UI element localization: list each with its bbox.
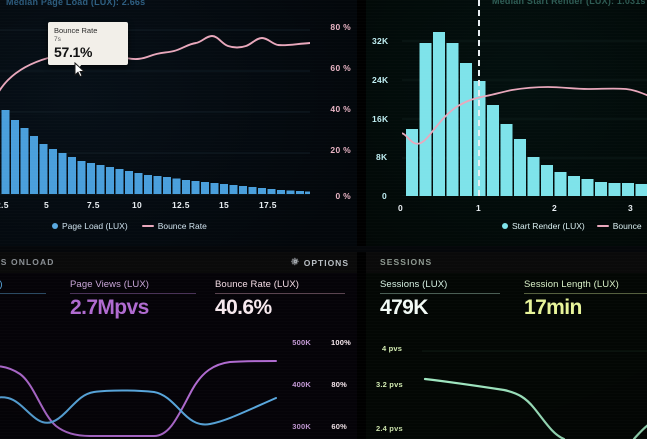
legend-item-page-load[interactable]: Page Load (LUX) bbox=[52, 221, 128, 231]
pageviews-section-header bbox=[0, 252, 357, 273]
pl-ytick-0: 0 % bbox=[335, 191, 351, 201]
pl-xtick-12-5: 12.5 bbox=[172, 200, 190, 210]
legend-label-page-load: Page Load (LUX) bbox=[62, 221, 128, 231]
kpi-partial-label: UX) bbox=[0, 279, 46, 290]
pl-xtick-7-5: 7.5 bbox=[87, 200, 100, 210]
page-load-legend[interactable]: Page Load (LUX) Bounce Rate bbox=[52, 221, 207, 231]
kpi-card-session-length[interactable]: Session Length (LUX) 17min bbox=[524, 279, 647, 320]
kpi-session-length-value: 17min bbox=[524, 296, 582, 319]
kpi-card-page-views[interactable]: Page Views (LUX) 2.7Mpvs bbox=[70, 279, 196, 320]
tooltip-label: Bounce Rate bbox=[54, 26, 98, 35]
legend-item-bounce[interactable]: Bounce bbox=[596, 221, 642, 231]
pv-ytick-400k: 400K bbox=[292, 380, 311, 389]
bottom-panels-row: VS ONLOAD OPTIONS UX) Page Views (LUX) 2 bbox=[0, 252, 647, 439]
sessions-section-title: SESSIONS bbox=[380, 257, 433, 267]
bottom-panels-divider bbox=[357, 252, 366, 439]
kpi-bounce-rate-rule bbox=[215, 293, 345, 294]
page-load-plot[interactable] bbox=[0, 8, 310, 196]
kpi-page-views-label: Page Views (LUX) bbox=[70, 279, 150, 290]
kpi-bounce-rate-value: 40.6% bbox=[215, 296, 272, 319]
pl-xtick-5: 5 bbox=[44, 200, 50, 210]
pl-xtick-17-5: 17.5 bbox=[259, 200, 277, 210]
sessions-panel[interactable]: SESSIONS Sessions (LUX) 479K Session Len… bbox=[366, 252, 647, 439]
sr-ytick-0: 0 bbox=[382, 191, 388, 201]
sess-ytick-4pvs: 4 pvs bbox=[382, 344, 403, 353]
sr-ytick-32k: 32K bbox=[372, 36, 389, 46]
start-render-chart-panel[interactable]: Median Start Render (LUX): 1.031s bbox=[366, 0, 647, 246]
sr-xtick-0: 0 bbox=[398, 203, 404, 213]
pl-ytick-60: 60 % bbox=[330, 63, 351, 73]
page-load-chart-panel[interactable]: Median Page Load (LUX): 2.66s bbox=[0, 0, 357, 246]
pl-xtick-2-5: 2.5 bbox=[0, 200, 9, 210]
kpi-page-views-value: 2.7Mpvs bbox=[70, 296, 149, 319]
pageviews-section-title: VS ONLOAD bbox=[0, 257, 55, 267]
bounce-rate-tooltip: Bounce Rate 7s 57.1% bbox=[48, 22, 128, 69]
page-load-dot-icon bbox=[52, 223, 58, 229]
sr-ytick-8k: 8K bbox=[376, 152, 388, 162]
sr-ytick-24k: 24K bbox=[372, 75, 389, 85]
br-ytick-60: 60% bbox=[331, 422, 347, 431]
tooltip-value: 57.1% bbox=[54, 44, 93, 60]
kpi-sessions-rule bbox=[380, 293, 500, 294]
start-render-plot[interactable] bbox=[402, 10, 647, 196]
sessions-section-header bbox=[366, 252, 647, 273]
bounce-line-icon bbox=[596, 225, 609, 227]
top-panels-divider bbox=[357, 0, 366, 246]
pv-ytick-500k: 500K bbox=[292, 338, 311, 347]
options-label: OPTIONS bbox=[303, 257, 349, 268]
start-render-legend[interactable]: Start Render (LUX) Bounce bbox=[502, 221, 642, 231]
legend-label-bounce-rate: Bounce Rate bbox=[157, 221, 207, 231]
sr-xtick-2: 2 bbox=[552, 203, 558, 213]
gear-icon bbox=[290, 257, 300, 268]
legend-item-bounce-rate[interactable]: Bounce Rate bbox=[141, 221, 207, 231]
kpi-sessions-label: Sessions (LUX) bbox=[380, 279, 448, 290]
pl-ytick-80: 80 % bbox=[330, 22, 351, 32]
start-render-chart-title: Median Start Render (LUX): 1.031s bbox=[492, 0, 646, 6]
kpi-sessions-value: 479K bbox=[380, 296, 428, 319]
pageviews-onload-panel[interactable]: VS ONLOAD OPTIONS UX) Page Views (LUX) 2 bbox=[0, 252, 357, 439]
sr-xtick-3: 3 bbox=[628, 203, 634, 213]
top-charts-row: Median Page Load (LUX): 2.66s bbox=[0, 0, 647, 246]
start-render-dot-icon bbox=[502, 223, 508, 229]
br-ytick-100: 100% bbox=[331, 338, 351, 347]
sess-ytick-3-2pvs: 3.2 pvs bbox=[376, 380, 403, 389]
sr-ytick-16k: 16K bbox=[372, 114, 389, 124]
kpi-session-length-rule bbox=[524, 293, 647, 294]
kpi-card-sessions[interactable]: Sessions (LUX) 479K bbox=[380, 279, 500, 320]
pl-ytick-40: 40 % bbox=[330, 104, 351, 114]
legend-label-bounce: Bounce bbox=[612, 221, 642, 231]
page-load-chart-title: Median Page Load (LUX): 2.66s bbox=[6, 0, 146, 7]
kpi-page-views-rule bbox=[70, 293, 196, 294]
pl-ytick-20: 20 % bbox=[330, 145, 351, 155]
kpi-bounce-rate-label: Bounce Rate (LUX) bbox=[215, 279, 300, 290]
pl-xtick-10: 10 bbox=[132, 200, 143, 210]
kpi-session-length-label: Session Length (LUX) bbox=[524, 279, 619, 290]
kpi-partial-rule bbox=[0, 293, 46, 294]
options-button[interactable]: OPTIONS bbox=[290, 257, 349, 268]
kpi-card-bounce-rate[interactable]: Bounce Rate (LUX) 40.6% bbox=[215, 279, 345, 320]
pl-xtick-15: 15 bbox=[219, 200, 230, 210]
legend-item-start-render[interactable]: Start Render (LUX) bbox=[502, 221, 585, 231]
sr-xtick-1: 1 bbox=[476, 203, 482, 213]
bounce-rate-line-icon bbox=[141, 225, 154, 227]
legend-label-start-render: Start Render (LUX) bbox=[512, 221, 585, 231]
mouse-cursor-icon bbox=[74, 61, 86, 83]
pv-ytick-300k: 300K bbox=[292, 422, 311, 431]
br-ytick-80: 80% bbox=[331, 380, 347, 389]
kpi-card-partial[interactable]: UX) bbox=[0, 279, 46, 294]
median-start-render-marker bbox=[478, 0, 480, 196]
tooltip-subtext: 7s bbox=[54, 36, 61, 43]
pageviews-onload-plot[interactable] bbox=[0, 340, 282, 439]
sessions-plot[interactable] bbox=[422, 340, 647, 439]
sess-ytick-2-4pvs: 2.4 pvs bbox=[376, 424, 403, 433]
